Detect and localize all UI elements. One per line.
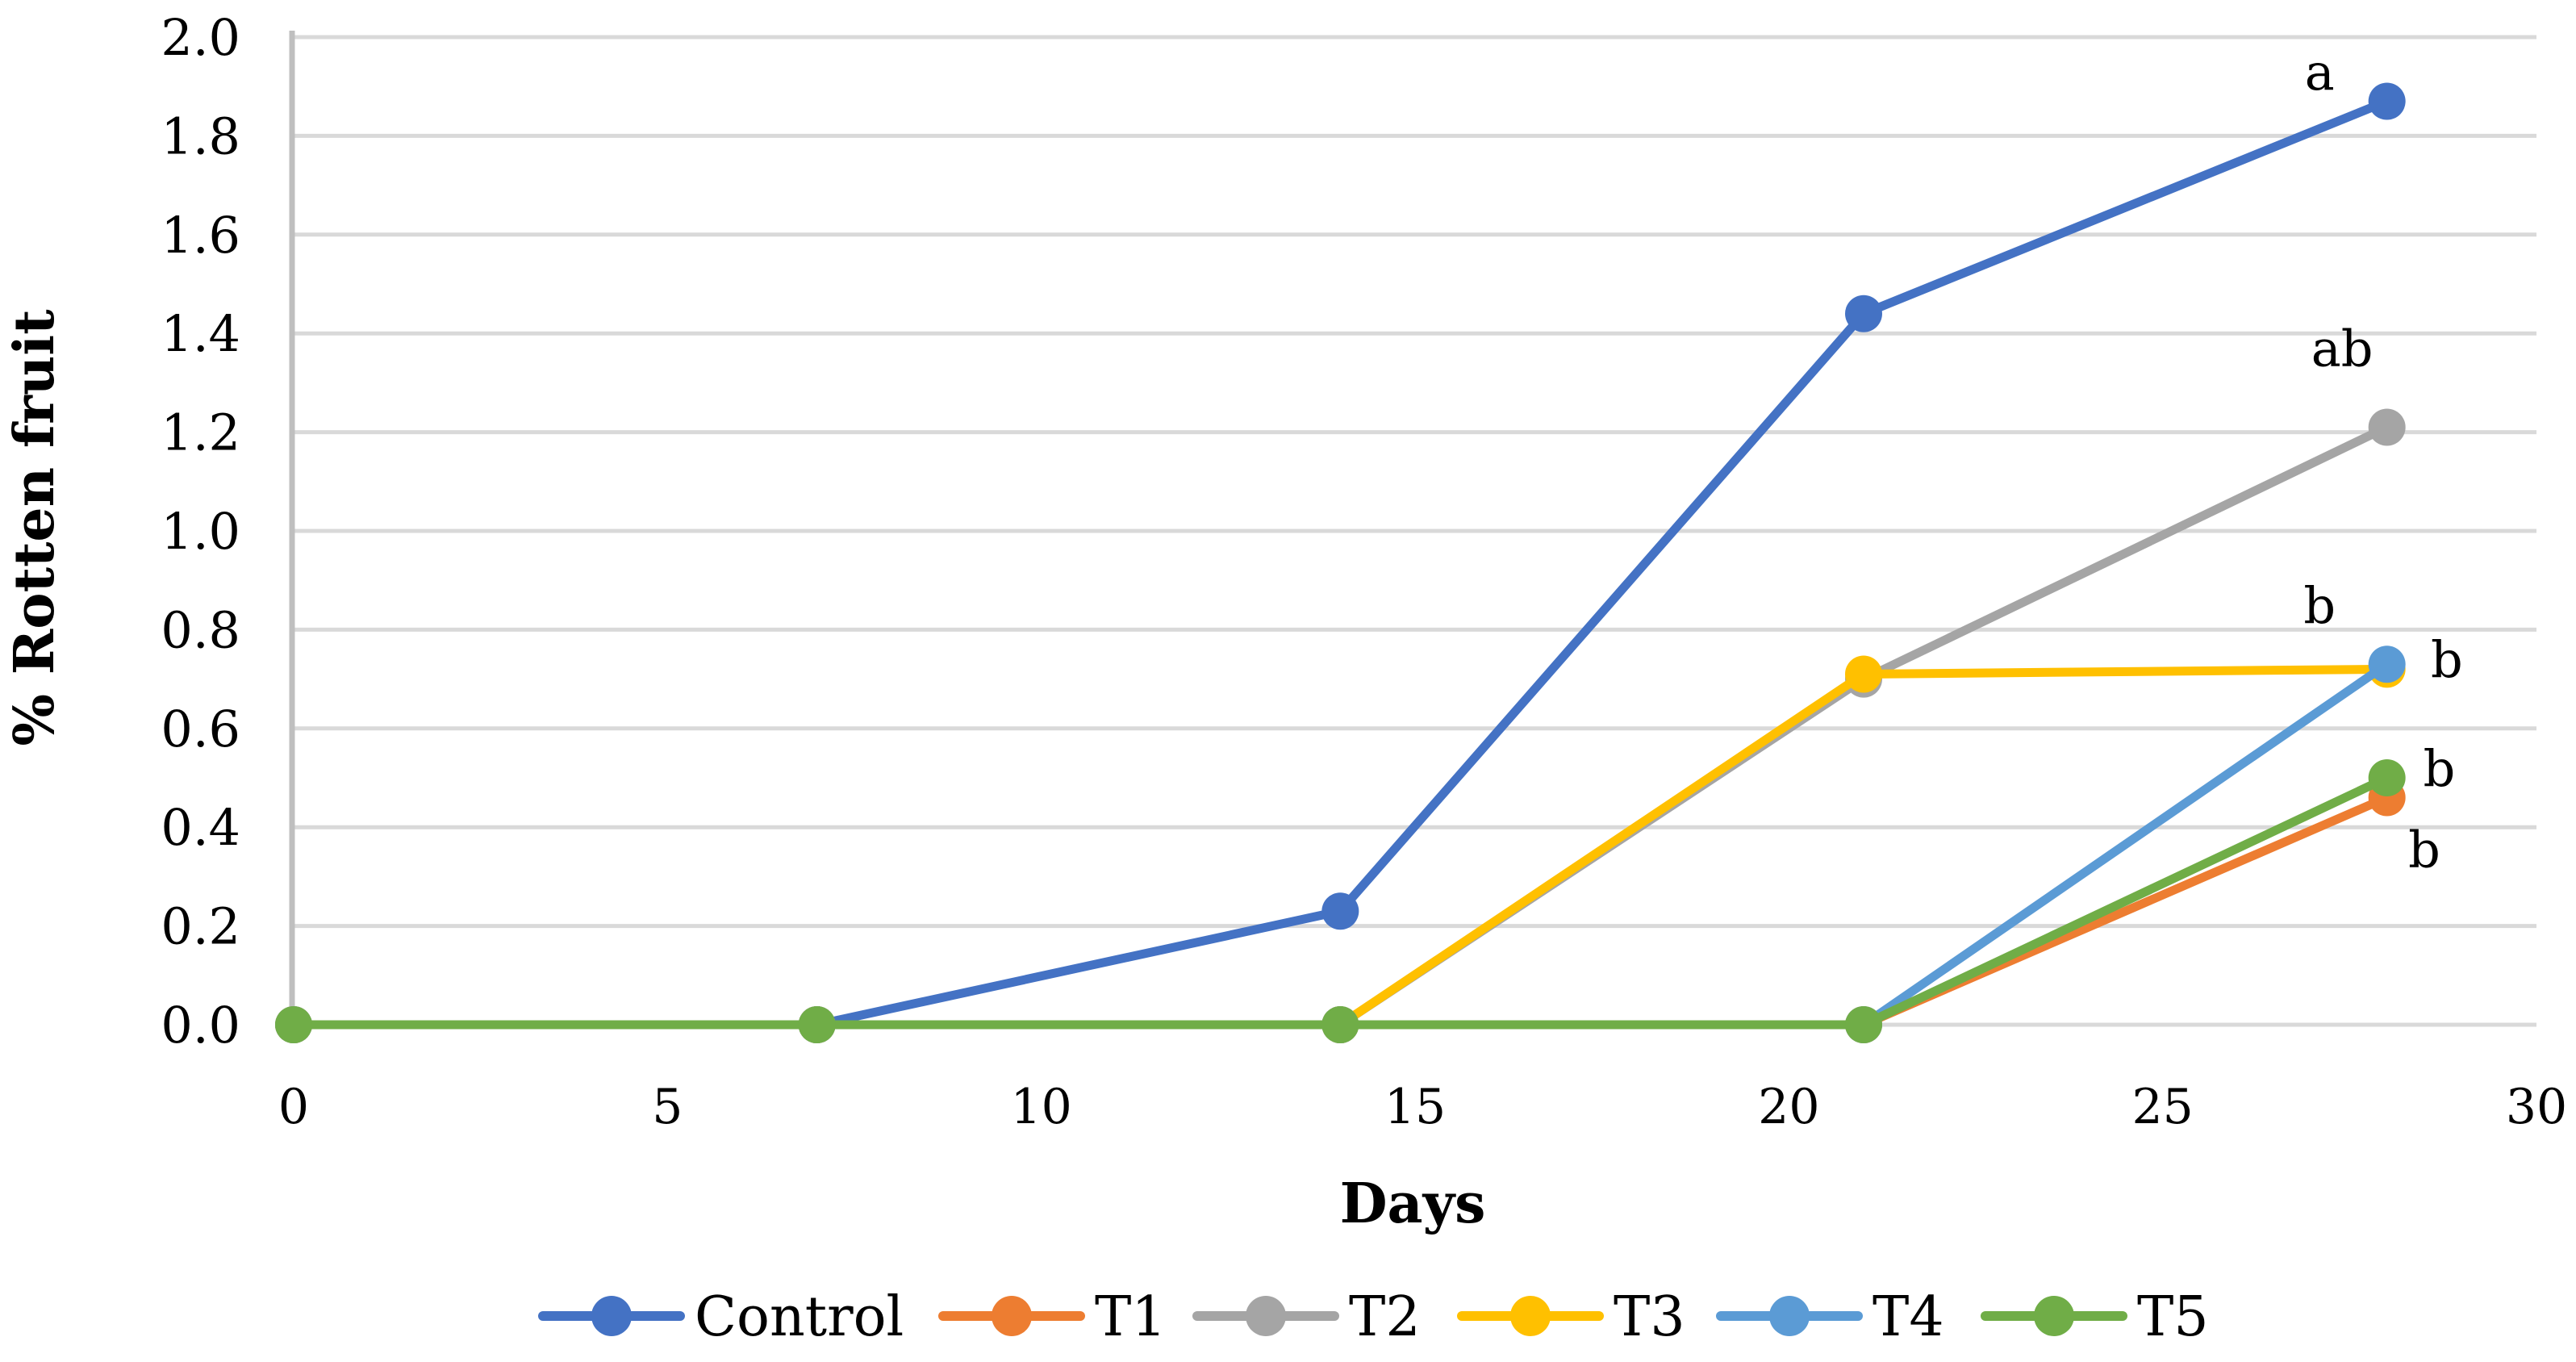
legend-label-control: Control xyxy=(695,1285,904,1349)
line-t3 xyxy=(289,664,2392,1030)
legend-marker-icon-t3 xyxy=(1510,1296,1551,1336)
data-point-control-day14 xyxy=(1321,892,1359,930)
y-tick-labels-group: 0.0 0.2 0.4 0.6 0.8 1.0 1.2 1.4 1.6 1.8 2.0 xyxy=(161,8,240,1055)
x-tick-label: 25 xyxy=(2131,1079,2193,1135)
legend-item-t4: T4 xyxy=(1716,1285,1944,1349)
legend-marker-icon-t5 xyxy=(2034,1296,2074,1336)
legend-item-t3: T3 xyxy=(1457,1285,1685,1349)
legend-label-t4: T4 xyxy=(1873,1285,1944,1349)
legend-marker-icon-control xyxy=(591,1296,632,1336)
line-control xyxy=(289,97,2392,1030)
x-tick-label: 10 xyxy=(1010,1079,1071,1135)
legend-label-t2: T2 xyxy=(1349,1285,1421,1349)
data-point-t5-day7 xyxy=(798,1006,836,1043)
y-tick-label: 0.4 xyxy=(161,798,240,857)
significance-letter-t4: b xyxy=(2431,630,2463,689)
legend-item-t2: T2 xyxy=(1192,1285,1421,1349)
y-tick-label: 1.2 xyxy=(161,403,240,462)
data-point-t5-day0 xyxy=(275,1006,312,1043)
y-tick-label: 1.8 xyxy=(161,107,240,165)
legend-marker-icon-t2 xyxy=(1246,1296,1286,1336)
data-point-control-day21 xyxy=(1845,295,1882,332)
legend-marker-icon-t4 xyxy=(1769,1296,1810,1336)
y-tick-label: 0.6 xyxy=(161,700,240,758)
significance-letter-t5: b xyxy=(2424,739,2456,798)
x-tick-label: 0 xyxy=(278,1079,309,1135)
legend-group: Control T1 T2 T3 T4 T5 xyxy=(538,1285,2209,1349)
series-t5 xyxy=(275,759,2406,1043)
legend-label-t5: T5 xyxy=(2137,1285,2209,1349)
x-axis-title: Days xyxy=(1340,1172,1486,1236)
series-control xyxy=(275,82,2406,1043)
data-point-t5-day21 xyxy=(1845,1006,1882,1043)
y-tick-label: 1.6 xyxy=(161,206,240,265)
legend-label-t3: T3 xyxy=(1614,1285,1685,1349)
x-tick-labels-group: 0 5 10 15 20 25 30 xyxy=(278,1079,2567,1135)
y-tick-label: 2.0 xyxy=(161,8,240,67)
y-tick-label: 0.0 xyxy=(161,996,240,1055)
x-tick-label: 15 xyxy=(1384,1079,1446,1135)
data-point-t5-day14 xyxy=(1321,1006,1359,1043)
y-tick-label: 1.4 xyxy=(161,304,240,363)
y-tick-label: 0.8 xyxy=(161,600,240,659)
data-point-t2-day28 xyxy=(2368,408,2406,446)
series-t4 xyxy=(275,645,2406,1043)
x-tick-label: 20 xyxy=(1758,1079,1819,1135)
y-tick-label: 1.0 xyxy=(161,502,240,561)
x-tick-label: 5 xyxy=(652,1079,683,1135)
series-t2 xyxy=(275,408,2406,1043)
legend-item-t5: T5 xyxy=(1981,1285,2209,1349)
legend-label-t1: T1 xyxy=(1095,1285,1167,1349)
x-tick-label: 30 xyxy=(2506,1079,2567,1135)
series-group xyxy=(275,82,2406,1043)
line-t4 xyxy=(289,659,2392,1030)
significance-letter-t3: b xyxy=(2303,576,2336,635)
significance-letter-t2: ab xyxy=(2311,320,2374,378)
legend-item-t1: T1 xyxy=(938,1285,1167,1349)
y-axis-title: % Rotten fruit xyxy=(2,309,67,746)
series-t3 xyxy=(275,650,2406,1043)
data-point-t3-day21 xyxy=(1845,655,1882,693)
legend-marker-icon-t1 xyxy=(992,1296,1032,1336)
gridlines-group xyxy=(290,35,2536,1027)
significance-letter-t1: b xyxy=(2408,821,2440,879)
y-tick-label: 0.2 xyxy=(161,897,240,956)
data-point-t5-day28 xyxy=(2368,759,2406,796)
significance-letter-control: a xyxy=(2305,43,2335,102)
data-point-t4-day28 xyxy=(2368,645,2406,683)
legend-item-control: Control xyxy=(538,1285,904,1349)
data-point-control-day28 xyxy=(2368,82,2406,120)
